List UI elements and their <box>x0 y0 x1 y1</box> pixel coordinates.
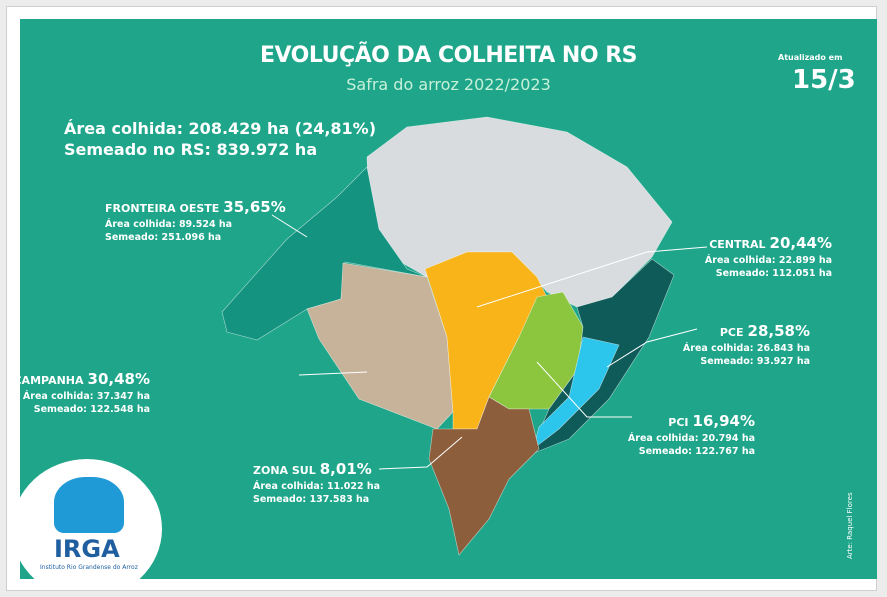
region-heading: ZONA SUL 8,01% <box>253 459 380 478</box>
region-harvested: Área colhida: 89.524 ha <box>105 219 233 230</box>
leader-line <box>536 361 632 418</box>
region-sown: Semeado: 93.927 ha <box>700 356 810 367</box>
leader-line <box>476 246 708 308</box>
region-heading: CENTRAL 20,44% <box>705 233 832 252</box>
summary-sown: Semeado no RS: 839.972 ha <box>64 140 318 159</box>
leader-line <box>298 371 368 376</box>
leader-line <box>606 328 698 368</box>
frame: EVOLUÇÃO DA COLHEITA NO RS Safra do arro… <box>6 6 877 591</box>
region-label: CENTRAL 20,44% Área colhida: 22.899 ha Seme… <box>705 233 832 280</box>
leader-line <box>271 214 308 238</box>
region-heading: CAMPANHA 30,48% <box>20 369 150 388</box>
infographic: EVOLUÇÃO DA COLHEITA NO RS Safra do arro… <box>20 19 877 579</box>
region-sown: Semeado: 122.767 ha <box>638 446 755 457</box>
region-percent: 28,58% <box>747 322 810 340</box>
region-percent: 16,94% <box>692 412 755 430</box>
region-label: PCI 16,94% Área colhida: 20.794 ha Semeado:… <box>628 411 755 458</box>
leader-line <box>378 436 463 470</box>
region-label: FRONTEIRA OESTE 35,65% Área colhida: 89.52… <box>105 197 286 244</box>
region-sown: Semeado: 122.548 ha <box>33 404 150 415</box>
logo-caption: Instituto Rio Grandense do Arroz <box>40 564 138 571</box>
region-name: PCI <box>668 416 689 429</box>
logo-name: IRGA <box>54 535 120 563</box>
region-harvested: Área colhida: 20.794 ha <box>627 433 755 444</box>
region-name: FRONTEIRA OESTE <box>105 202 220 215</box>
region-percent: 20,44% <box>769 234 832 252</box>
updated-date: 15/3 <box>792 65 856 95</box>
region-label: CAMPANHA 30,48% Área colhida: 37.347 ha Sem… <box>20 369 150 416</box>
region-name: ZONA SUL <box>253 464 316 477</box>
region-name: CAMPANHA <box>20 374 84 387</box>
region-percent: 30,48% <box>87 370 150 388</box>
region-percent: 8,01% <box>319 460 372 478</box>
logo-emblem <box>54 477 124 533</box>
region-sown: Semeado: 137.583 ha <box>253 494 370 505</box>
summary-harvested: Área colhida: 208.429 ha (24,81%) <box>64 119 377 138</box>
region-harvested: Área colhida: 37.347 ha <box>22 391 150 402</box>
credit: Arte: Raquel Flores <box>846 492 854 559</box>
region-percent: 35,65% <box>223 198 286 216</box>
region-harvested: Área colhida: 22.899 ha <box>704 255 832 266</box>
region-zona-sul <box>428 396 540 556</box>
region-name: PCE <box>719 326 744 339</box>
region-harvested: Área colhida: 26.843 ha <box>682 343 810 354</box>
map <box>221 116 708 556</box>
region-heading: FRONTEIRA OESTE 35,65% <box>105 197 286 216</box>
subtitle: Safra do arroz 2022/2023 <box>346 75 551 94</box>
region-heading: PCI 16,94% <box>628 411 755 430</box>
logo: IRGA Instituto Rio Grandense do Arroz <box>20 459 162 579</box>
region-sown: Semeado: 112.051 ha <box>715 268 832 279</box>
region-label: ZONA SUL 8,01% Área colhida: 11.022 ha Seme… <box>253 459 380 506</box>
title: EVOLUÇÃO DA COLHEITA NO RS <box>260 43 637 68</box>
region-harvested: Área colhida: 11.022 ha <box>253 481 381 492</box>
region-heading: PCE 28,58% <box>683 321 810 340</box>
region-sown: Semeado: 251.096 ha <box>105 232 222 243</box>
region-label: PCE 28,58% Área colhida: 26.843 ha Semeado:… <box>683 321 810 368</box>
lagoon <box>532 336 620 450</box>
updated-label: Atualizado em <box>778 53 843 62</box>
region-name: CENTRAL <box>709 238 766 251</box>
